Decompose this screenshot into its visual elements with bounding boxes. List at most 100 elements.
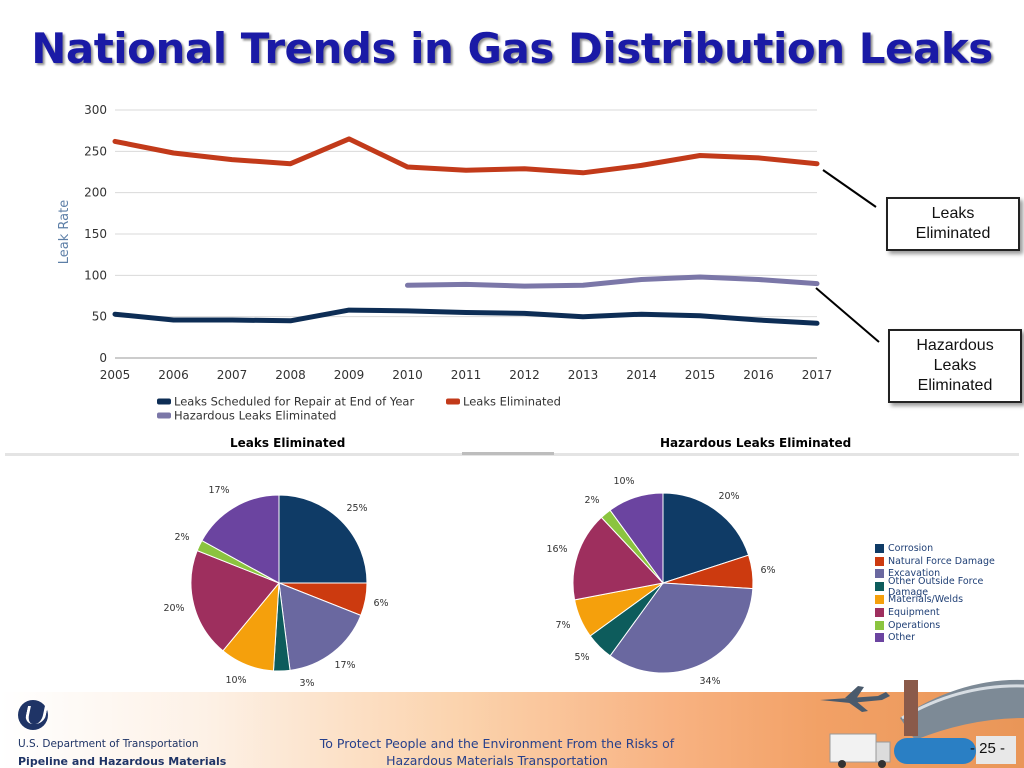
pie-slice-label: 7% xyxy=(555,620,570,631)
pie-legend-label: Other xyxy=(888,632,915,644)
pie-legend: Corrosion Natural Force Damage Excavation O… xyxy=(875,542,1024,644)
x-tick-label: 2013 xyxy=(568,368,599,382)
pie-slice-label: 6% xyxy=(373,598,388,609)
pie-legend-item: Other Outside Force Damage xyxy=(875,576,1024,598)
truck-icon xyxy=(829,733,891,768)
y-tick-label: 150 xyxy=(84,227,107,241)
pie-slice xyxy=(190,549,280,652)
footer-tagline-line2: Hazardous Materials Transportation xyxy=(386,753,608,768)
pie-charts: 25% 6% 17% 3% 10% 20% 2% 17% 20% 6% 34% 5% 7% 16% 2% 10… xyxy=(163,476,775,689)
x-tick-label: 2016 xyxy=(743,368,774,382)
y-axis-label: Leak Rate xyxy=(57,200,72,264)
footer-transport-art xyxy=(820,679,1024,768)
footer-tagline-line1: To Protect People and the Environment Fr… xyxy=(319,736,675,751)
legend-swatch xyxy=(446,398,460,405)
x-tick-label: 2005 xyxy=(100,368,131,382)
callout-leaks-text: Leaks Eliminated xyxy=(915,205,991,242)
pie-legend-label: Natural Force Damage xyxy=(888,555,995,567)
pie-slice-label: 10% xyxy=(613,476,634,487)
pie-slice-label: 20% xyxy=(163,603,184,614)
pie-legend-label: Excavation xyxy=(888,568,941,580)
pie-slice-label: 2% xyxy=(174,532,189,543)
pie-slice-label: 2% xyxy=(584,495,599,506)
pie-legend-swatch xyxy=(875,543,884,553)
footer-agency-line1: U.S. Department of Transportation xyxy=(18,738,199,750)
pie-legend-swatch xyxy=(875,556,884,566)
pie-slice xyxy=(201,494,280,584)
pie-legend-label: Operations xyxy=(888,619,941,631)
pie-slice-label: 10% xyxy=(225,675,246,686)
slide-title: National Trends in Gas Distribution Leak… xyxy=(31,24,993,73)
x-tick-label: 2006 xyxy=(158,368,189,382)
pie-legend-item: Excavation xyxy=(875,568,1024,581)
section-divider-accent xyxy=(462,452,554,455)
legend-label: Leaks Eliminated xyxy=(463,395,561,409)
pie-slice-label: 17% xyxy=(208,485,229,496)
x-tick-label: 2010 xyxy=(392,368,423,382)
pie-legend-item: Equipment xyxy=(875,606,1024,619)
pie-legend-swatch xyxy=(875,569,884,579)
callout-hazardous-text: Hazardous Leaks Eliminated xyxy=(916,337,994,394)
x-tick-label: 2014 xyxy=(626,368,657,382)
pie-slice xyxy=(662,492,750,584)
pie-legend-swatch xyxy=(875,582,884,592)
legend-swatch xyxy=(157,398,171,405)
pie-slice-label: 16% xyxy=(546,544,567,555)
x-tick-label: 2015 xyxy=(685,368,716,382)
pie-slice-label: 20% xyxy=(718,491,739,502)
callout-hazardous-leaks-eliminated: Hazardous Leaks Eliminated xyxy=(888,329,1022,403)
pie-legend-item: Operations xyxy=(875,619,1024,632)
pie-legend-swatch xyxy=(875,633,884,643)
pie-slice-label: 34% xyxy=(699,676,720,687)
series-line xyxy=(112,136,820,176)
pie-legend-label: Equipment xyxy=(888,606,940,618)
x-tick-label: 2007 xyxy=(217,368,248,382)
page-number: - 25 - xyxy=(970,740,1006,757)
pie-legend-label: Corrosion xyxy=(888,542,934,554)
x-tick-label: 2008 xyxy=(275,368,306,382)
y-tick-label: 250 xyxy=(84,144,107,158)
x-tick-label: 2009 xyxy=(334,368,365,382)
series-line xyxy=(112,307,820,326)
legend-label: Hazardous Leaks Eliminated xyxy=(174,409,336,423)
series-line xyxy=(405,274,820,289)
y-tick-label: 100 xyxy=(84,268,107,282)
pie-legend-item: Natural Force Damage xyxy=(875,555,1024,568)
pie-title-hazardous-leaks-eliminated: Hazardous Leaks Eliminated xyxy=(660,436,852,450)
legend-swatch xyxy=(157,412,171,419)
airplane-icon xyxy=(820,686,890,712)
pie-legend-swatch xyxy=(875,595,884,605)
pie-slice xyxy=(278,494,368,584)
pie-legend-item: Materials/Welds xyxy=(875,593,1024,606)
x-tick-label: 2011 xyxy=(451,368,482,382)
pie-slice-label: 25% xyxy=(346,503,367,514)
y-tick-label: 300 xyxy=(84,103,107,117)
pie-legend-swatch xyxy=(875,607,884,617)
pie-slice-label: 17% xyxy=(334,660,355,671)
pie-legend-item: Other xyxy=(875,632,1024,645)
footer-agency-line2: Pipeline and Hazardous Materials xyxy=(18,755,227,768)
pie-slice-label: 3% xyxy=(299,678,314,689)
x-tick-label: 2017 xyxy=(802,368,833,382)
legend-label: Leaks Scheduled for Repair at End of Yea… xyxy=(174,395,414,409)
pie-legend-swatch xyxy=(875,620,884,630)
pie-slice-label: 6% xyxy=(760,565,775,576)
x-tick-label: 2012 xyxy=(509,368,540,382)
pie-slice-label: 5% xyxy=(574,652,589,663)
pie-slice xyxy=(278,582,362,671)
pie-legend-label: Materials/Welds xyxy=(888,594,964,606)
callout-leaks-eliminated: Leaks Eliminated xyxy=(886,197,1020,251)
pie-slice xyxy=(572,516,664,601)
y-tick-label: 50 xyxy=(92,310,107,324)
pie-title-leaks-eliminated: Leaks Eliminated xyxy=(230,436,346,450)
pie-slice xyxy=(609,492,664,585)
line-chart: 0 50 100 150 200 250 300 2005 2006 2007 2008 2009 20… xyxy=(57,103,833,423)
usdot-logo-icon xyxy=(18,700,48,730)
pie-slice xyxy=(609,582,754,674)
pie-legend-item: Corrosion xyxy=(875,542,1024,555)
pie-legend-label: Other Outside Force Damage xyxy=(888,575,984,598)
pipeline-icon xyxy=(900,679,1024,740)
y-tick-label: 200 xyxy=(84,186,107,200)
tank-car-icon xyxy=(894,736,1016,764)
y-tick-label: 0 xyxy=(99,351,107,365)
